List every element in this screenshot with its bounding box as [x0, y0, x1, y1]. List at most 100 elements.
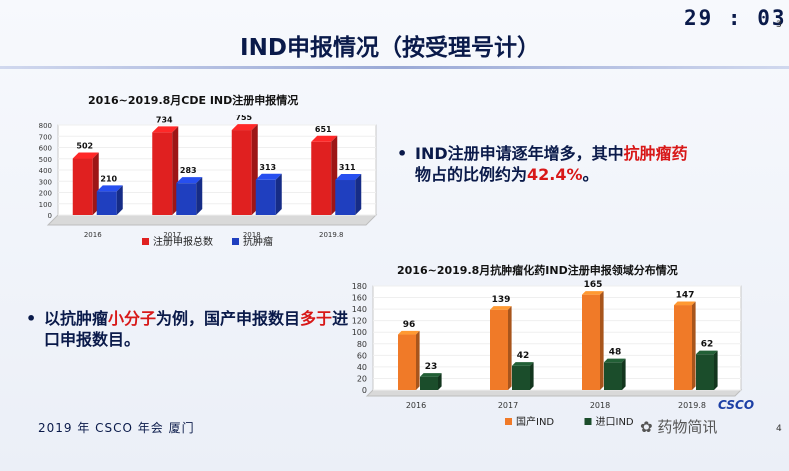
x-tick-label: 2019.8: [319, 231, 344, 239]
y-tick-label: 180: [352, 282, 367, 291]
y-tick-label: 700: [39, 133, 52, 141]
data-label: 96: [403, 320, 416, 330]
bullet-1-text-a: IND注册申请逐年增多，其中: [415, 144, 624, 163]
bar-top: [490, 306, 512, 310]
data-label: 755: [235, 115, 252, 122]
bar: [72, 158, 93, 215]
bar-side: [116, 185, 123, 215]
data-label: 62: [701, 340, 714, 350]
y-tick-label: 100: [39, 201, 52, 209]
data-label: 313: [259, 163, 276, 172]
slide-title: IND申报情况（按受理号计）: [240, 35, 540, 61]
bar-top: [604, 358, 626, 363]
bar: [696, 354, 714, 390]
y-tick-label: 300: [39, 178, 52, 186]
bar: [176, 183, 197, 215]
bar: [255, 179, 276, 215]
bar: [96, 191, 117, 215]
bullet-2: • 以抗肿瘤小分子为例，国产申报数目多于进口申报数目。: [26, 308, 364, 350]
bar-top: [152, 126, 179, 133]
x-tick-label: 2016: [84, 231, 102, 239]
y-tick-label: 0: [362, 386, 367, 395]
watermark-text: 药物简讯: [657, 418, 718, 436]
bullet-2-highlight-b: 多于: [300, 309, 333, 328]
y-tick-label: 120: [352, 317, 367, 326]
y-tick-label: 0: [48, 212, 52, 220]
slide-number: 4: [776, 424, 782, 434]
bar-top: [72, 152, 99, 159]
y-tick-label: 100: [352, 328, 367, 337]
y-tick-label: 400: [39, 167, 52, 175]
bullet-1-text-c: 。: [582, 165, 599, 184]
x-tick-label: 2019.8: [678, 401, 706, 410]
bar-side: [714, 350, 718, 390]
plot-floor: [365, 389, 743, 397]
data-label: 23: [425, 362, 438, 372]
bar-top: [696, 350, 718, 355]
bullet-1-text-b: 物占的比例约为: [415, 165, 528, 184]
bar-side: [692, 301, 696, 390]
bullet-dot-icon: •: [397, 144, 408, 163]
bullet-2-text-b: 为例，国产申报数目: [156, 309, 301, 328]
x-tick-label: 2018: [590, 401, 610, 410]
wechat-watermark: ✿ 药物简讯: [640, 416, 717, 437]
bar-top: [420, 373, 442, 377]
bar: [512, 365, 530, 390]
bar: [311, 141, 332, 215]
bar-top: [255, 173, 282, 180]
bar-top: [674, 301, 696, 306]
footer-text: 2019 年 CSCO 年会 厦门: [38, 421, 195, 435]
wechat-icon: ✿: [640, 418, 653, 436]
data-label: 502: [76, 142, 93, 151]
legend-swatch: [232, 238, 239, 245]
csco-logo: CSCO: [718, 398, 755, 412]
bar-side: [622, 358, 626, 390]
legend-label: 国产IND: [516, 415, 554, 428]
bullet-dot-icon: •: [26, 309, 37, 328]
y-tick-label: 800: [39, 122, 52, 130]
chart2: 0 20 40 60 80 100 120 140 160 180 2016 96 23 2017 139 4…: [352, 280, 743, 428]
y-tick-label: 20: [357, 374, 367, 383]
x-tick-label: 2018: [243, 231, 261, 239]
bullet-1: • IND注册申请逐年增多，其中抗肿瘤药 物占的比例约为42.4%。: [397, 143, 775, 185]
bar-top: [176, 177, 203, 184]
bar: [582, 294, 600, 390]
slide-number-top: 3: [776, 20, 782, 30]
y-tick-label: 200: [39, 190, 52, 198]
bar-top: [96, 185, 123, 192]
y-tick-label: 160: [352, 294, 367, 303]
bullet-2-highlight-a: 小分子: [108, 309, 157, 328]
title-divider: [0, 66, 789, 69]
bullet-2-text-c: 进口申报数目。: [44, 309, 349, 349]
data-label: 42: [517, 351, 530, 361]
bar-side: [600, 291, 604, 390]
bullet-2-text-a: 以抗肿瘤: [44, 309, 109, 328]
bar-top: [582, 291, 604, 295]
bar: [335, 180, 356, 215]
bullet-1-highlight-b: 42.4%: [527, 165, 583, 184]
y-tick-label: 500: [39, 156, 52, 164]
data-label: 147: [676, 290, 695, 300]
legend-label: 注册申报总数: [153, 235, 213, 248]
bar: [152, 132, 173, 215]
data-label: 311: [339, 163, 356, 172]
data-label: 165: [584, 280, 603, 290]
data-label: 48: [609, 348, 622, 358]
data-label: 734: [156, 115, 173, 124]
bar: [420, 376, 438, 390]
y-tick-label: 140: [352, 305, 367, 314]
chart1-title: 2016~2019.8月CDE IND注册申报情况: [88, 94, 299, 107]
bar: [231, 130, 252, 215]
legend-swatch: [142, 238, 149, 245]
data-label: 139: [492, 295, 511, 305]
y-tick-label: 600: [39, 145, 52, 153]
x-tick-label: 2016: [406, 401, 426, 410]
legend-swatch: [505, 418, 512, 425]
bar: [674, 305, 692, 390]
bar-top: [311, 135, 338, 142]
bar: [398, 334, 416, 390]
legend-label: 进口IND: [596, 416, 634, 428]
bar-top: [398, 330, 420, 335]
bar: [604, 362, 622, 390]
